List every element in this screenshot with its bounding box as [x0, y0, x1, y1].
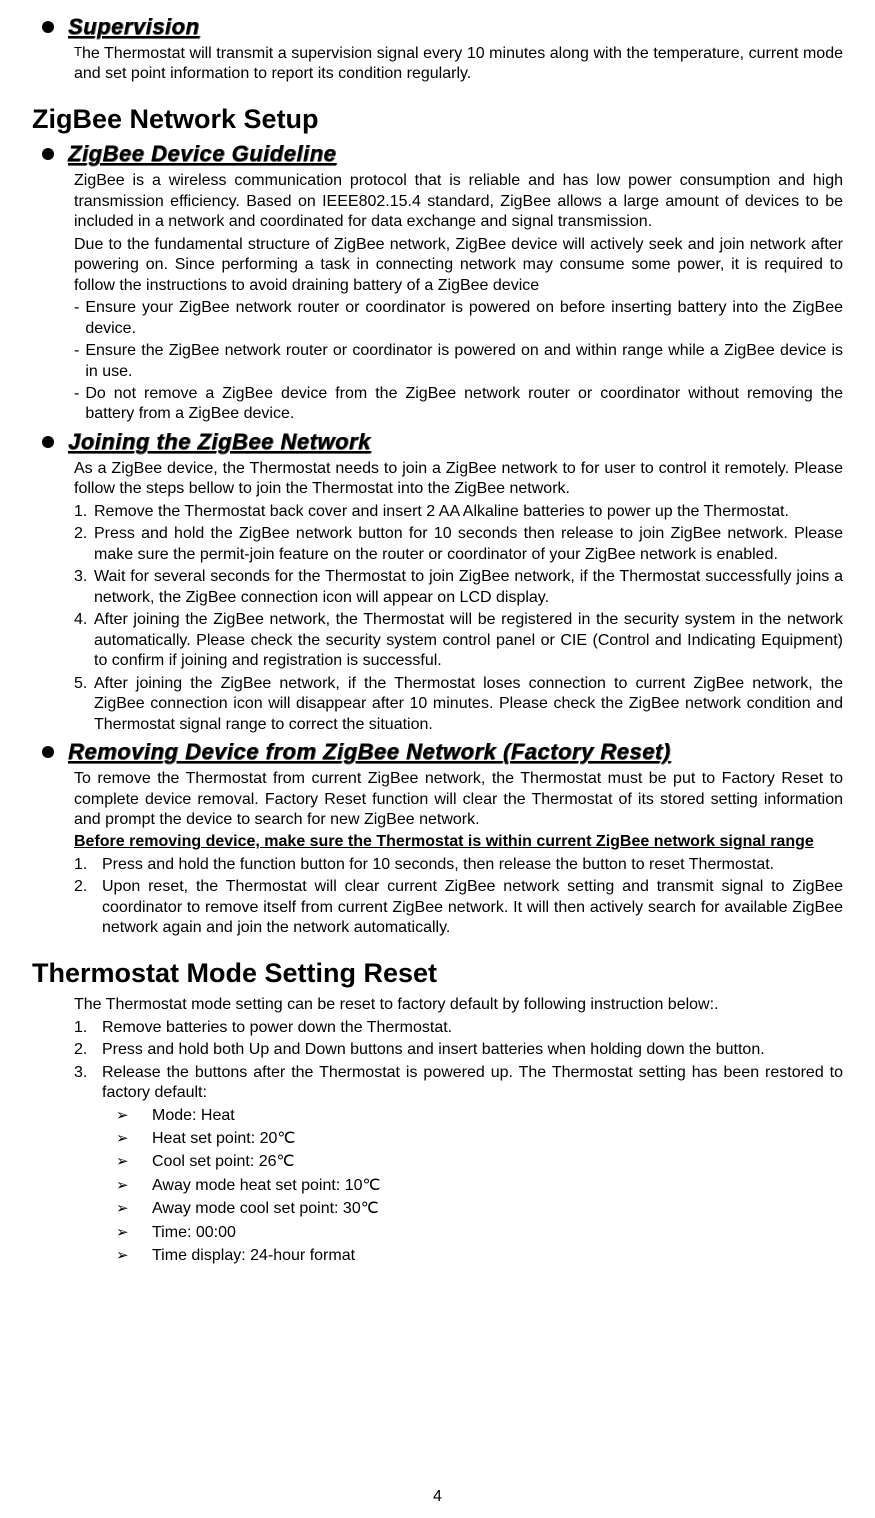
- mode-reset-step-2: 2. Press and hold both Up and Down butto…: [74, 1040, 843, 1060]
- removing-step-1: 1. Press and hold the function button fo…: [74, 855, 843, 875]
- chevron-icon: ➢: [116, 1246, 152, 1266]
- supervision-text: he Thermostat will transmit a supervisio…: [74, 45, 843, 82]
- guideline-dash-2: - Ensure the ZigBee network router or co…: [74, 341, 843, 382]
- heading-guideline-text: ZigBee Device Guideline: [68, 141, 336, 167]
- step-marker: 1.: [74, 502, 94, 522]
- supervision-prefix: T: [74, 44, 82, 59]
- removing-step-1-text: Press and hold the function button for 1…: [102, 855, 843, 875]
- removing-p1: To remove the Thermostat from current Zi…: [74, 769, 843, 830]
- mode-reset-body: The Thermostat mode setting can be reset…: [32, 995, 843, 1267]
- joining-step-5-text: After joining the ZigBee network, if the…: [94, 674, 843, 735]
- default-item-5-text: Away mode cool set point: 30℃: [152, 1199, 379, 1219]
- guideline-p1: ZigBee is a wireless communication proto…: [74, 171, 843, 232]
- guideline-dash-3-text: Do not remove a ZigBee device from the Z…: [85, 384, 843, 425]
- joining-step-5: 5. After joining the ZigBee network, if …: [74, 674, 843, 735]
- bullet-icon: [42, 21, 54, 33]
- step-marker: 1.: [74, 855, 102, 875]
- joining-step-1-text: Remove the Thermostat back cover and ins…: [94, 502, 843, 522]
- heading-removing-text: Removing Device from ZigBee Network (Fac…: [68, 739, 671, 765]
- step-marker: 1.: [74, 1018, 102, 1038]
- removing-step-2: 2. Upon reset, the Thermostat will clear…: [74, 877, 843, 938]
- dash-marker: -: [74, 298, 79, 339]
- default-item-4: ➢ Away mode heat set point: 10℃: [116, 1176, 843, 1196]
- guideline-dash-1: - Ensure your ZigBee network router or c…: [74, 298, 843, 339]
- chevron-icon: ➢: [116, 1199, 152, 1219]
- guideline-p2: Due to the fundamental structure of ZigB…: [74, 235, 843, 296]
- default-item-7: ➢ Time display: 24-hour format: [116, 1246, 843, 1266]
- heading-zigbee-setup: ZigBee Network Setup: [32, 103, 843, 135]
- chevron-icon: ➢: [116, 1223, 152, 1243]
- mode-reset-intro: The Thermostat mode setting can be reset…: [74, 995, 843, 1015]
- mode-reset-step-3-text: Release the buttons after the Thermostat…: [102, 1063, 843, 1104]
- joining-step-4-text: After joining the ZigBee network, the Th…: [94, 610, 843, 671]
- removing-step-2-text: Upon reset, the Thermostat will clear cu…: [102, 877, 843, 938]
- default-item-6: ➢ Time: 00:00: [116, 1223, 843, 1243]
- dash-marker: -: [74, 384, 79, 425]
- page-number: 4: [0, 1488, 875, 1506]
- joining-body: As a ZigBee device, the Thermostat needs…: [32, 459, 843, 735]
- heading-supervision-text: Supervision: [68, 14, 199, 40]
- chevron-icon: ➢: [116, 1129, 152, 1149]
- removing-body: To remove the Thermostat from current Zi…: [32, 769, 843, 939]
- default-item-3-text: Cool set point: 26℃: [152, 1152, 295, 1172]
- step-marker: 4.: [74, 610, 94, 671]
- heading-guideline: ZigBee Device Guideline: [32, 141, 843, 167]
- guideline-dash-1-text: Ensure your ZigBee network router or coo…: [85, 298, 843, 339]
- joining-step-2-text: Press and hold the ZigBee network button…: [94, 524, 843, 565]
- guideline-body: ZigBee is a wireless communication proto…: [32, 171, 843, 425]
- step-marker: 2.: [74, 524, 94, 565]
- joining-step-4: 4. After joining the ZigBee network, the…: [74, 610, 843, 671]
- default-item-1: ➢ Mode: Heat: [116, 1106, 843, 1126]
- heading-supervision: Supervision: [32, 14, 843, 40]
- page: Supervision The Thermostat will transmit…: [0, 0, 875, 1518]
- bullet-icon: [42, 148, 54, 160]
- bullet-icon: [42, 436, 54, 448]
- joining-intro: As a ZigBee device, the Thermostat needs…: [74, 459, 843, 500]
- removing-warning: Before removing device, make sure the Th…: [74, 832, 843, 852]
- default-item-4-text: Away mode heat set point: 10℃: [152, 1176, 380, 1196]
- default-item-2-text: Heat set point: 20℃: [152, 1129, 295, 1149]
- heading-joining: Joining the ZigBee Network: [32, 429, 843, 455]
- joining-step-1: 1. Remove the Thermostat back cover and …: [74, 502, 843, 522]
- joining-step-2: 2. Press and hold the ZigBee network but…: [74, 524, 843, 565]
- mode-reset-step-3: 3. Release the buttons after the Thermos…: [74, 1063, 843, 1104]
- joining-step-3-text: Wait for several seconds for the Thermos…: [94, 567, 843, 608]
- step-marker: 2.: [74, 1040, 102, 1060]
- defaults-list: ➢ Mode: Heat ➢ Heat set point: 20℃ ➢ Coo…: [74, 1106, 843, 1267]
- default-item-5: ➢ Away mode cool set point: 30℃: [116, 1199, 843, 1219]
- default-item-1-text: Mode: Heat: [152, 1106, 235, 1126]
- heading-mode-reset: Thermostat Mode Setting Reset: [32, 957, 843, 989]
- step-marker: 3.: [74, 567, 94, 608]
- chevron-icon: ➢: [116, 1152, 152, 1172]
- step-marker: 5.: [74, 674, 94, 735]
- dash-marker: -: [74, 341, 79, 382]
- bullet-icon: [42, 746, 54, 758]
- chevron-icon: ➢: [116, 1176, 152, 1196]
- step-marker: 2.: [74, 877, 102, 938]
- heading-removing: Removing Device from ZigBee Network (Fac…: [32, 739, 843, 765]
- chevron-icon: ➢: [116, 1106, 152, 1126]
- step-marker: 3.: [74, 1063, 102, 1104]
- supervision-body: The Thermostat will transmit a supervisi…: [32, 44, 843, 85]
- default-item-6-text: Time: 00:00: [152, 1223, 236, 1243]
- mode-reset-step-1: 1. Remove batteries to power down the Th…: [74, 1018, 843, 1038]
- joining-step-3: 3. Wait for several seconds for the Ther…: [74, 567, 843, 608]
- heading-joining-text: Joining the ZigBee Network: [68, 429, 371, 455]
- default-item-2: ➢ Heat set point: 20℃: [116, 1129, 843, 1149]
- mode-reset-step-1-text: Remove batteries to power down the Therm…: [102, 1018, 843, 1038]
- guideline-dash-2-text: Ensure the ZigBee network router or coor…: [85, 341, 843, 382]
- default-item-3: ➢ Cool set point: 26℃: [116, 1152, 843, 1172]
- default-item-7-text: Time display: 24-hour format: [152, 1246, 355, 1266]
- mode-reset-step-2-text: Press and hold both Up and Down buttons …: [102, 1040, 843, 1060]
- guideline-dash-3: - Do not remove a ZigBee device from the…: [74, 384, 843, 425]
